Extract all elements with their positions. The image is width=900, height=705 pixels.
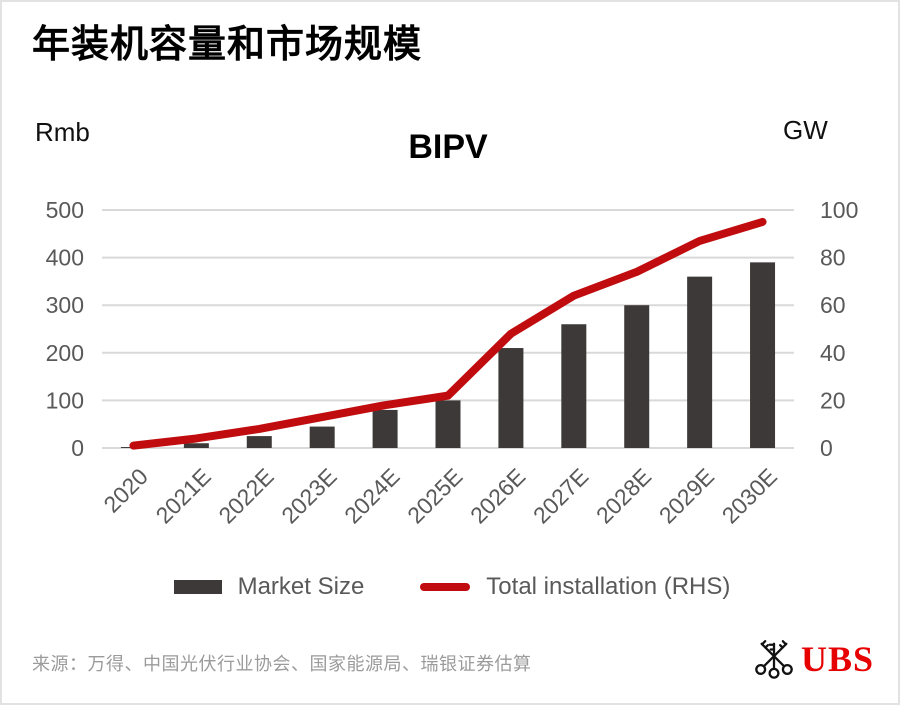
legend-label-market-size: Market Size xyxy=(237,573,365,600)
left-axis-tick: 100 xyxy=(46,387,84,413)
market-size-bar xyxy=(435,400,461,448)
left-axis-tick: 400 xyxy=(46,245,84,271)
x-axis-tick: 2024E xyxy=(339,463,404,528)
left-axis-unit-label: Rmb xyxy=(35,117,90,147)
x-axis-tick: 2020 xyxy=(98,463,153,518)
market-size-bar xyxy=(750,262,776,448)
market-size-bar xyxy=(687,276,713,448)
left-axis-tick: 500 xyxy=(46,197,84,223)
x-axis-tick: 2022E xyxy=(213,463,278,528)
x-axis-tick: 2025E xyxy=(402,463,467,528)
legend-label-total-installation: Total installation (RHS) xyxy=(486,573,731,600)
total-installation-line xyxy=(129,217,767,450)
x-axis-tick: 2027E xyxy=(528,463,593,528)
right-axis-unit-label: GW xyxy=(783,115,828,145)
right-axis-tick: 40 xyxy=(820,340,846,366)
market-size-bar xyxy=(183,443,209,448)
ubs-keys-icon xyxy=(755,640,793,679)
x-axis-tick: 2030E xyxy=(717,463,782,528)
x-axis-tick: 2029E xyxy=(654,463,719,528)
left-axis-tick: 300 xyxy=(46,292,84,318)
ubs-wordmark: UBS xyxy=(800,639,874,679)
x-axis-tick: 2026E xyxy=(465,463,530,528)
chart-legend: Market Size Total installation (RHS) xyxy=(2,572,898,602)
page-title: 年装机容量和市场规模 xyxy=(32,24,423,66)
left-axis-tick: 200 xyxy=(46,340,84,366)
chart-title: BIPV xyxy=(408,128,488,166)
market-size-bar xyxy=(309,426,335,448)
right-axis-tick: 100 xyxy=(820,197,858,223)
ubs-logo: UBS xyxy=(755,636,874,682)
x-axis-tick: 2023E xyxy=(276,463,341,528)
market-size-swatch xyxy=(173,580,222,594)
x-axis-tick: 2021E xyxy=(150,463,215,528)
right-axis-tick: 60 xyxy=(820,292,846,318)
right-axis-tick: 80 xyxy=(820,245,846,271)
x-axis-tick: 2028E xyxy=(591,463,656,528)
right-axis-tick: 0 xyxy=(820,435,833,461)
market-size-bar xyxy=(498,348,524,448)
left-axis-tick: 0 xyxy=(71,435,84,461)
market-size-bar xyxy=(246,436,272,448)
market-size-bar xyxy=(372,409,398,448)
total-installation-swatch xyxy=(420,583,471,591)
right-axis-tick: 20 xyxy=(820,387,846,413)
market-size-bar xyxy=(624,305,650,448)
source-note: 来源：万得、中国光伏行业协会、国家能源局、瑞银证券估算 xyxy=(32,654,532,674)
market-size-bar xyxy=(561,324,587,448)
